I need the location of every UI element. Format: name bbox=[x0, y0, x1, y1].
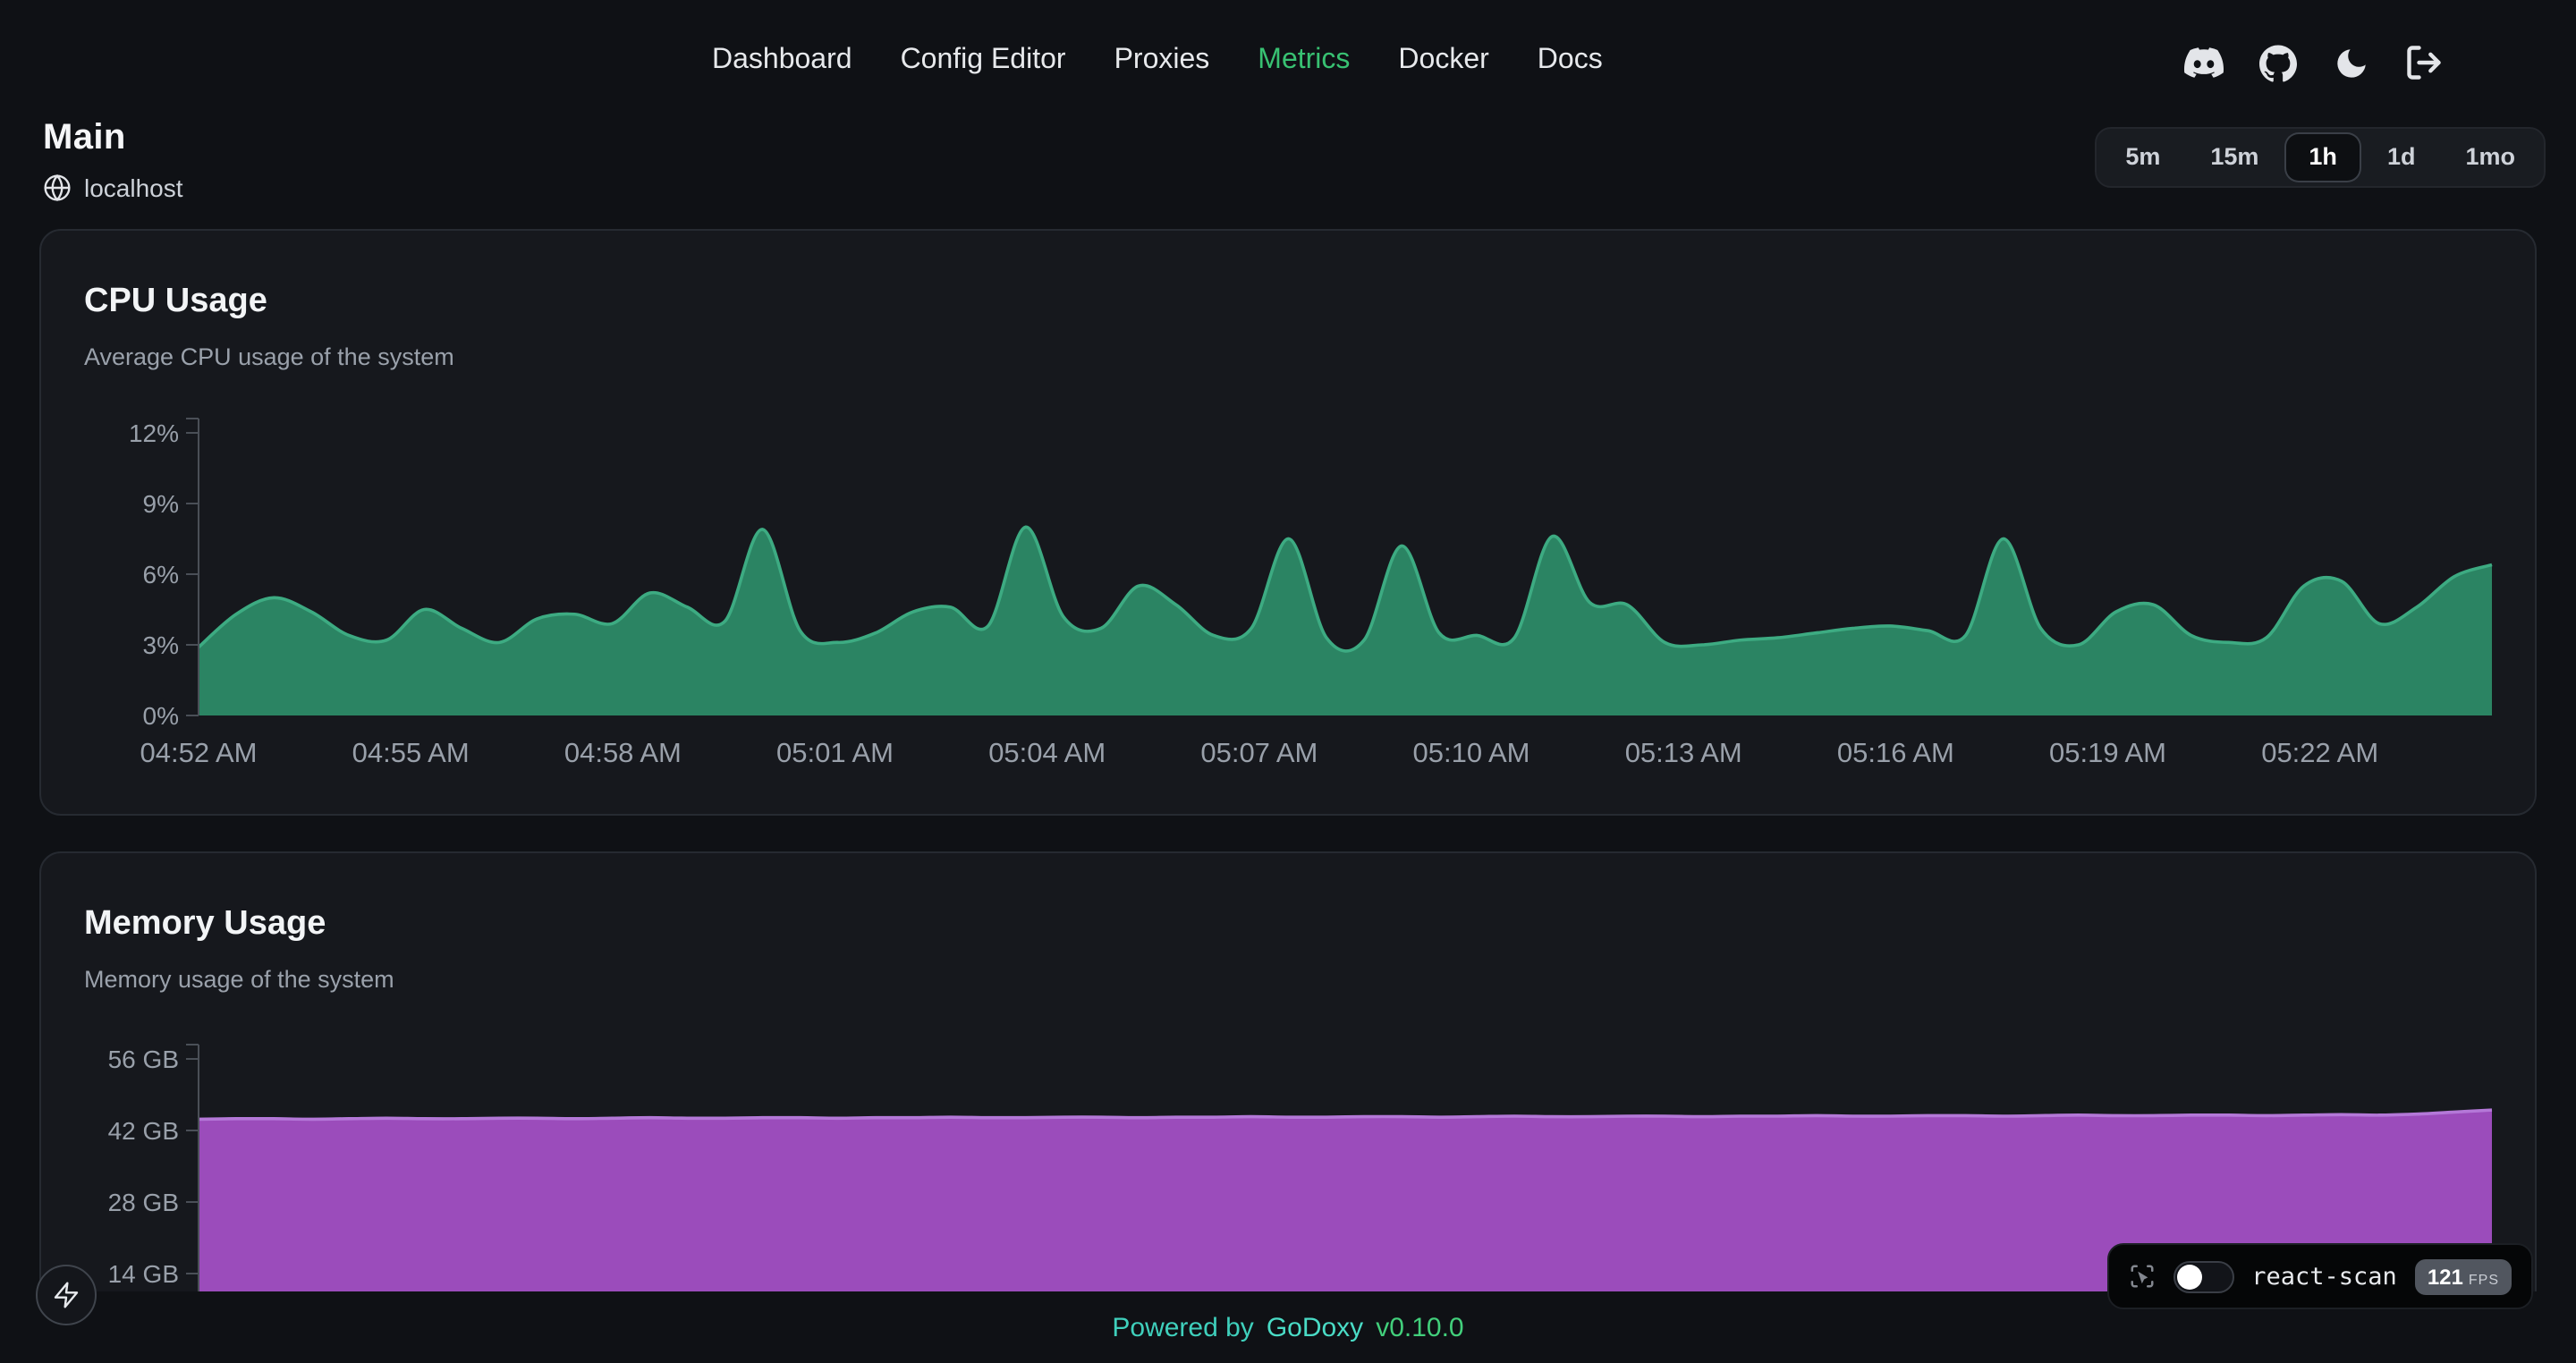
svg-text:14 GB: 14 GB bbox=[108, 1260, 179, 1288]
cpu-card-subtitle: Average CPU usage of the system bbox=[84, 343, 454, 370]
globe-icon bbox=[43, 174, 72, 202]
nav-proxies[interactable]: Proxies bbox=[1114, 45, 1210, 75]
react-scan-toggle[interactable] bbox=[2173, 1260, 2234, 1292]
discord-icon[interactable] bbox=[2184, 43, 2224, 82]
svg-text:05:16 AM: 05:16 AM bbox=[1837, 737, 1954, 768]
svg-text:28 GB: 28 GB bbox=[108, 1189, 179, 1216]
zap-icon bbox=[52, 1281, 80, 1309]
fps-unit: FPS bbox=[2468, 1271, 2499, 1287]
range-1d[interactable]: 1d bbox=[2364, 134, 2439, 180]
react-scan-label: react-scan bbox=[2251, 1262, 2397, 1291]
svg-text:0%: 0% bbox=[143, 702, 179, 730]
version-text: v0.10.0 bbox=[1376, 1312, 1464, 1342]
svg-text:05:19 AM: 05:19 AM bbox=[2049, 737, 2166, 768]
memory-card-title: Memory Usage bbox=[84, 905, 326, 943]
svg-text:05:22 AM: 05:22 AM bbox=[2261, 737, 2378, 768]
svg-text:9%: 9% bbox=[143, 490, 179, 518]
range-1h[interactable]: 1h bbox=[2285, 134, 2360, 180]
header-icon-group bbox=[2184, 43, 2444, 82]
memory-usage-chart[interactable]: 14 GB 28 GB 42 GB 56 GB bbox=[84, 1030, 2496, 1363]
toggle-knob bbox=[2176, 1264, 2202, 1289]
svg-text:04:58 AM: 04:58 AM bbox=[564, 737, 682, 768]
nav-docs[interactable]: Docs bbox=[1537, 45, 1603, 75]
range-15m[interactable]: 15m bbox=[2187, 134, 2282, 180]
svg-text:56 GB: 56 GB bbox=[108, 1046, 179, 1073]
fps-value: 121 bbox=[2427, 1264, 2463, 1289]
range-5m[interactable]: 5m bbox=[2102, 134, 2183, 180]
powered-by-text: Powered by bbox=[1112, 1312, 1254, 1342]
host-row: localhost bbox=[43, 174, 183, 202]
react-scan-widget[interactable]: react-scan 121 FPS bbox=[2106, 1243, 2533, 1309]
range-1mo[interactable]: 1mo bbox=[2442, 134, 2538, 180]
nav-docker[interactable]: Docker bbox=[1398, 45, 1489, 75]
quick-actions-button[interactable] bbox=[36, 1265, 97, 1325]
svg-text:05:01 AM: 05:01 AM bbox=[776, 737, 894, 768]
nav-config-editor[interactable]: Config Editor bbox=[900, 45, 1066, 75]
cpu-usage-chart[interactable]: 0% 3% 6% 9% 12% 04:52 AM 04:55 AM 04:58 AM 05:01… bbox=[84, 408, 2496, 783]
page-title: Main bbox=[43, 118, 126, 157]
memory-card-subtitle: Memory usage of the system bbox=[84, 966, 394, 993]
fps-badge: 121 FPS bbox=[2414, 1258, 2512, 1294]
svg-text:05:10 AM: 05:10 AM bbox=[1413, 737, 1530, 768]
time-range-selector: 5m 15m 1h 1d 1mo bbox=[2095, 127, 2546, 187]
cpu-usage-card: CPU Usage Average CPU usage of the syste… bbox=[39, 229, 2537, 816]
svg-text:04:52 AM: 04:52 AM bbox=[140, 737, 258, 768]
inspect-icon[interactable] bbox=[2128, 1263, 2155, 1290]
svg-text:12%: 12% bbox=[129, 419, 179, 447]
main-nav: Dashboard Config Editor Proxies Metrics … bbox=[712, 45, 1603, 77]
github-icon[interactable] bbox=[2258, 43, 2297, 82]
svg-text:04:55 AM: 04:55 AM bbox=[352, 737, 470, 768]
nav-metrics[interactable]: Metrics bbox=[1258, 45, 1351, 75]
godoxy-link[interactable]: GoDoxy bbox=[1266, 1312, 1364, 1342]
svg-text:05:04 AM: 05:04 AM bbox=[988, 737, 1106, 768]
cpu-card-title: CPU Usage bbox=[84, 283, 267, 320]
theme-moon-icon[interactable] bbox=[2331, 43, 2370, 82]
host-label: localhost bbox=[84, 174, 183, 202]
svg-text:05:13 AM: 05:13 AM bbox=[1625, 737, 1742, 768]
logout-icon[interactable] bbox=[2404, 43, 2444, 82]
svg-text:42 GB: 42 GB bbox=[108, 1117, 179, 1145]
svg-text:6%: 6% bbox=[143, 561, 179, 588]
svg-text:3%: 3% bbox=[143, 631, 179, 659]
nav-dashboard[interactable]: Dashboard bbox=[712, 45, 852, 75]
svg-text:05:07 AM: 05:07 AM bbox=[1200, 737, 1318, 768]
